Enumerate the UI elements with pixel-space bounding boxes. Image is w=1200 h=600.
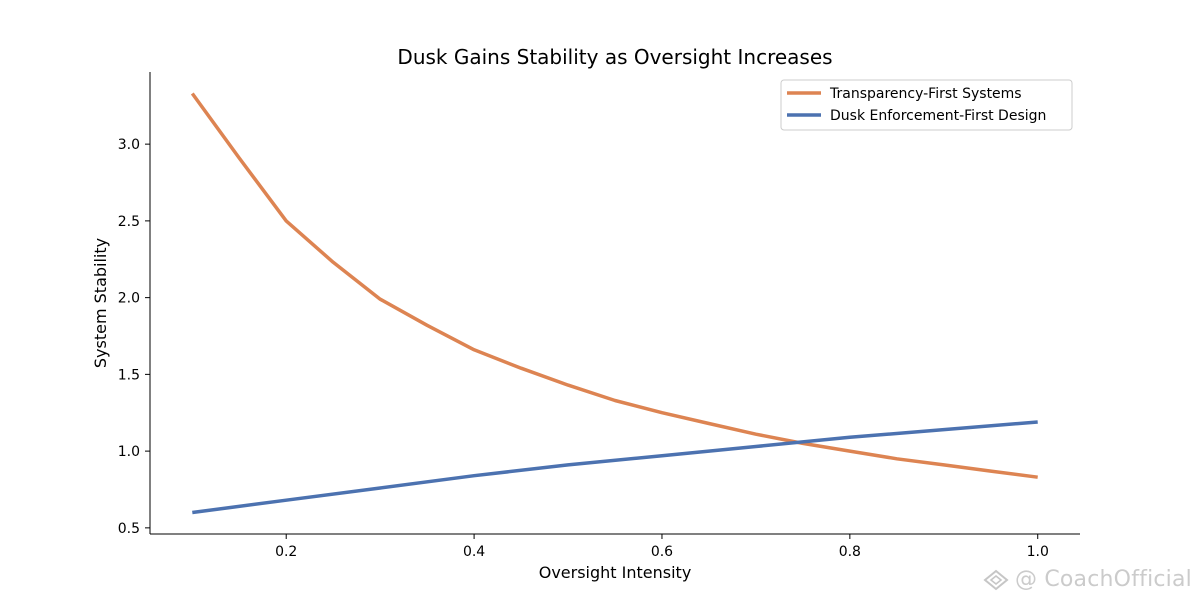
y-tick-label: 1.0 [118, 444, 140, 460]
legend-box [780, 79, 1073, 131]
plot-area [190, 92, 1038, 515]
x-tick-label: 1.0 [1027, 544, 1049, 560]
axes [149, 72, 1080, 535]
legend: Transparency-First Systems Dusk Enforcem… [780, 79, 1073, 131]
y-tick-label: 2.0 [118, 291, 140, 307]
y-tick-label: 1.5 [118, 367, 140, 383]
y-tick-label: 2.5 [118, 214, 140, 230]
watermark-text: @ CoachOfficial [1014, 567, 1192, 592]
legend-label-transparency: Transparency-First Systems [829, 86, 1022, 102]
x-tick-label: 0.6 [651, 544, 673, 560]
logo-icon [983, 569, 1009, 590]
y-tick-label: 0.5 [118, 521, 140, 537]
x-tick-label: 0.4 [463, 544, 485, 560]
y-tick-label: 3.0 [118, 137, 140, 153]
watermark: @ CoachOfficial [983, 567, 1192, 592]
series-line-1 [192, 420, 1038, 515]
x-tick-label: 0.8 [839, 544, 861, 560]
legend-label-dusk: Dusk Enforcement-First Design [830, 108, 1046, 124]
x-axis-label: Oversight Intensity [539, 563, 692, 582]
x-ticks: 0.2 0.4 0.6 0.8 1.0 [275, 534, 1049, 560]
series-line-0 [190, 92, 1038, 479]
x-tick-label: 0.2 [275, 544, 297, 560]
y-ticks: 0.5 1.0 1.5 2.0 2.5 3.0 [118, 137, 150, 537]
y-axis-label: System Stability [91, 238, 110, 368]
chart-title: Dusk Gains Stability as Oversight Increa… [397, 45, 832, 69]
